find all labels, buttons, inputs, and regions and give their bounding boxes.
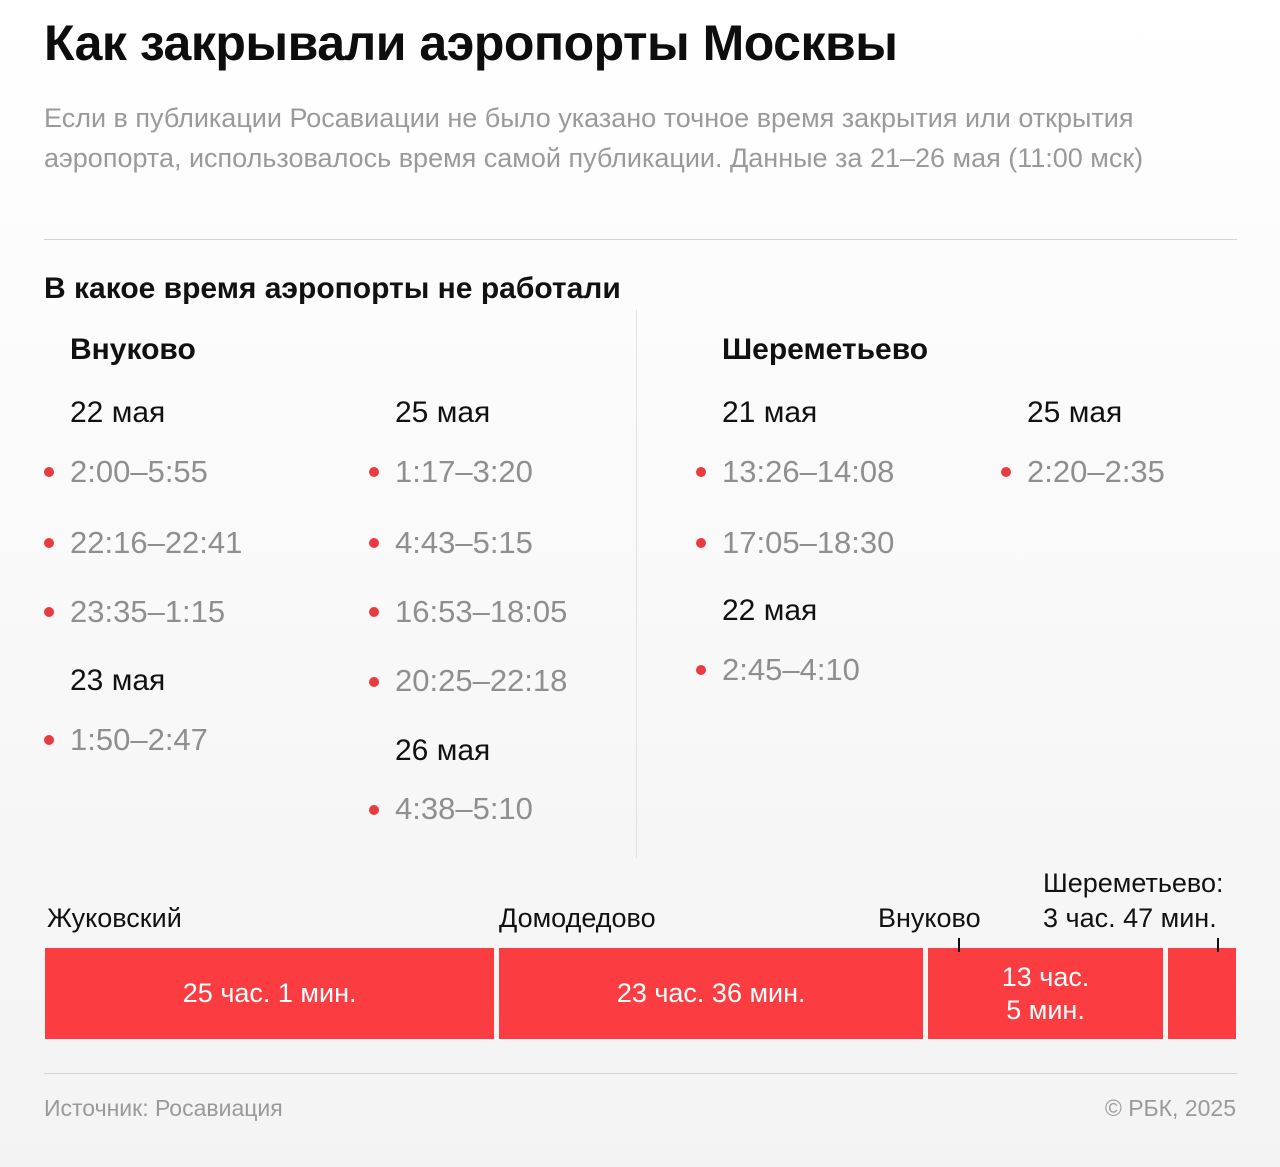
date-label: 25 мая (1027, 396, 1123, 429)
bar-segment-zhukovsky (45, 948, 495, 1039)
date-label: 25 мая (395, 396, 491, 429)
closure-dot (44, 467, 54, 477)
bar-value-label-domodedovo: 23 час. 36 мин. (616, 978, 806, 1008)
date-label: 23 мая (70, 664, 166, 697)
copyright: © РБК, 2025 (1104, 1095, 1236, 1121)
source-note: Источник: Росавиация (44, 1095, 283, 1121)
column-divider (636, 310, 637, 858)
page-subtitle: Если в публикации Росавиации не было ука… (44, 103, 1144, 173)
date-label: 22 мая (722, 594, 818, 627)
label-tick-vnukovo (958, 938, 960, 952)
closure-slot: 13:26–14:08 (722, 454, 895, 489)
closure-slot: 2:00–5:55 (70, 454, 208, 489)
closure-slot: 1:50–2:47 (70, 722, 208, 757)
bar-segment-sheremetyevo (1168, 948, 1236, 1039)
closure-slot: 16:53–18:05 (395, 594, 568, 629)
closure-slot: 1:17–3:20 (395, 454, 533, 489)
closure-dot (1001, 467, 1011, 477)
closure-slot: 4:38–5:10 (395, 791, 533, 826)
closure-dot (44, 607, 54, 617)
closure-dot (369, 677, 379, 687)
date-label: 22 мая (70, 396, 166, 429)
closure-slot: 2:20–2:35 (1027, 454, 1165, 489)
closure-dot (369, 805, 379, 815)
label-tick-sheremetyevo (1217, 938, 1219, 952)
closure-dot (369, 538, 379, 548)
closure-dot (44, 538, 54, 548)
footer-divider (44, 1073, 1237, 1074)
date-label: 21 мая (722, 396, 818, 429)
closure-dot (696, 665, 706, 675)
bar-segment-vnukovo (928, 948, 1164, 1039)
page-title: Как закрывали аэропорты Москвы (44, 15, 898, 71)
airport-name-sheremetyevo: Шереметьево (722, 333, 929, 366)
category-label-zhukovsky: Жуковский (47, 903, 182, 933)
closure-slot: 4:43–5:15 (395, 525, 533, 560)
closure-dot (369, 467, 379, 477)
category-label-vnukovo: Внуково (878, 903, 981, 933)
bar-value-label-zhukovsky: 25 час. 1 мин. (182, 978, 357, 1008)
closure-slot: 23:35–1:15 (70, 594, 226, 629)
closure-dot (369, 607, 379, 617)
closure-slot: 20:25–22:18 (395, 663, 568, 698)
closure-slot: 2:45–4:10 (722, 652, 860, 687)
closure-dot (696, 538, 706, 548)
category-label-sheremetyevo: Шереметьево: (1043, 868, 1224, 898)
section-title: В какое время аэропорты не работали (44, 272, 621, 305)
bar-segment-domodedovo (499, 948, 924, 1039)
category-label-domodedovo: Домодедово (499, 903, 656, 933)
bar-value-label-vnukovo: 13 час. 5 мин. (1001, 961, 1090, 1025)
value-label-sheremetyevo: 3 час. 47 мин. (1043, 903, 1217, 933)
closure-dot (696, 467, 706, 477)
closure-dot (44, 735, 54, 745)
closure-slot: 17:05–18:30 (722, 525, 895, 560)
header-divider (44, 239, 1237, 240)
date-label: 26 мая (395, 734, 491, 767)
closure-slot: 22:16–22:41 (70, 525, 243, 560)
airport-name-vnukovo: Внуково (70, 333, 196, 366)
